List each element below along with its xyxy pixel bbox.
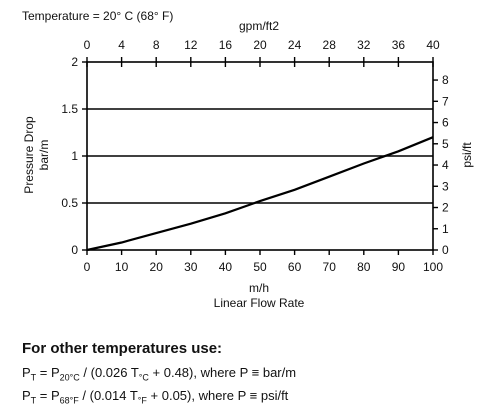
x-top-tick-label: 28 [323, 38, 337, 52]
x-top-tick-label: 8 [153, 38, 160, 52]
y-right-tick-label: 1 [442, 222, 449, 236]
formula-imperial: PT = P68°F / (0.014 T°F + 0.05), where P… [22, 387, 482, 410]
x-top-tick-label: 36 [392, 38, 406, 52]
x-top-tick-label: 40 [426, 38, 440, 52]
y-right-tick-label: 5 [442, 137, 449, 151]
x-top-tick-label: 16 [219, 38, 233, 52]
y-right-tick-label: 7 [442, 94, 449, 108]
top-axis-title: gpm/ft2 [239, 19, 279, 33]
bottom-axis-subtitle: Linear Flow Rate [214, 296, 305, 310]
formula-imperial-p-sub: T [30, 395, 37, 406]
left-axis-title: Pressure Drop [22, 116, 36, 194]
right-axis-title: psi/ft [460, 142, 474, 168]
x-top-tick-label: 4 [118, 38, 125, 52]
formula-imperial-tail: + 0.05), where P ≡ psi/ft [146, 387, 289, 403]
x-bottom-tick-label: 0 [84, 260, 91, 274]
x-bottom-tick-label: 100 [423, 260, 443, 274]
notes-heading: For other temperatures use: [22, 340, 223, 357]
x-bottom-tick-label: 80 [357, 260, 371, 274]
x-top-tick-label: 24 [288, 38, 302, 52]
left-axis-subtitle: bar/m [37, 140, 51, 171]
axis-ticks [82, 57, 438, 255]
x-bottom-tick-label: 50 [253, 260, 267, 274]
x-bottom-tick-label: 30 [184, 260, 198, 274]
x-top-tick-label: 32 [357, 38, 371, 52]
y-left-tick-label: 2 [71, 55, 78, 69]
x-top-tick-label: 20 [253, 38, 267, 52]
y-right-tick-label: 3 [442, 179, 449, 193]
y-right-tick-label: 0 [442, 243, 449, 257]
formula-imperial-p: P [22, 387, 31, 403]
x-top-tick-label: 0 [84, 38, 91, 52]
y-right-tick-label: 6 [442, 116, 449, 130]
x-bottom-tick-label: 20 [150, 260, 164, 274]
formula-metric-p2-sub: 20°C [59, 372, 80, 383]
x-bottom-tick-label: 90 [392, 260, 406, 274]
formula-metric-p-sub: T [30, 372, 37, 383]
x-top-tick-label: 12 [184, 38, 198, 52]
formula-metric-mid: / (0.026 T [79, 365, 139, 380]
x-bottom-tick-label: 10 [115, 260, 129, 274]
y-left-tick-label: 0.5 [61, 196, 78, 210]
formula-imperial-p2-sub: 68°F [59, 395, 79, 406]
y-left-tick-label: 1 [71, 149, 78, 163]
x-bottom-tick-label: 70 [323, 260, 337, 274]
x-bottom-tick-label: 60 [288, 260, 302, 274]
bottom-axis-title: m/h [249, 281, 269, 295]
formula-metric-tail: + 0.48), where P ≡ bar/m [148, 365, 297, 380]
y-right-tick-label: 8 [442, 73, 449, 87]
series-line [86, 136, 434, 252]
formula-metric: PT = P20°C / (0.026 T°C + 0.48), where P… [22, 364, 482, 387]
x-bottom-tick-label: 40 [219, 260, 233, 274]
formula-metric-eq: = P [36, 365, 60, 380]
grid-lines [87, 108, 433, 204]
y-right-tick-label: 2 [442, 201, 449, 215]
formula-metric-p: P [22, 365, 31, 380]
formula-imperial-mid: / (0.014 T [78, 387, 138, 403]
y-left-tick-label: 0 [71, 243, 78, 257]
y-left-tick-label: 1.5 [61, 102, 78, 116]
formula-imperial-t-sub: °F [137, 395, 147, 406]
formula-metric-t-sub: °C [138, 372, 149, 383]
temperature-correction-notes: For other temperatures use: PT = P20°C /… [22, 340, 482, 409]
condition-label: Temperature = 20° C (68° F) [22, 9, 173, 23]
y-right-tick-label: 4 [442, 158, 449, 172]
formula-imperial-eq: = P [36, 387, 60, 403]
